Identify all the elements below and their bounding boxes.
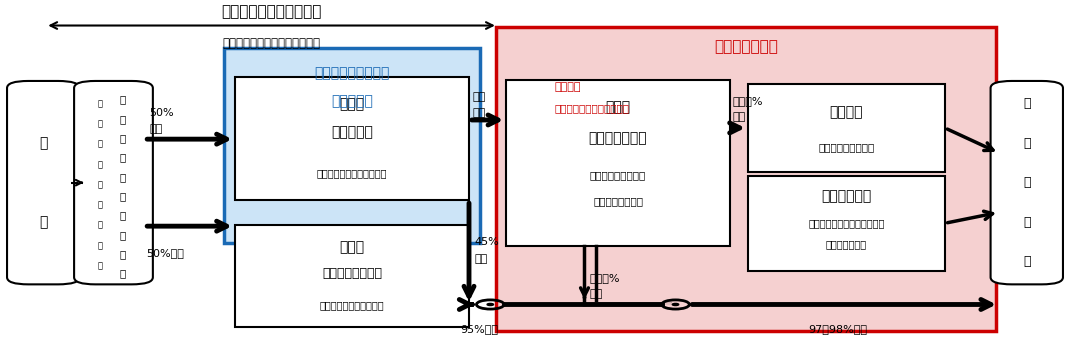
Text: 震: 震 [97, 160, 103, 169]
Text: 静: 静 [39, 136, 47, 150]
Text: ら: ら [120, 153, 126, 163]
Text: 噴火警報: 噴火警報 [554, 82, 581, 92]
Text: の: の [97, 221, 103, 230]
Bar [234, 77, 469, 200]
Text: 顕著な火山性微動、: 顕著な火山性微動、 [590, 170, 646, 180]
Text: マグマ: マグマ [606, 100, 630, 114]
Text: やや活発な群発地震活動: やや活発な群発地震活動 [320, 300, 384, 310]
Text: 穂: 穂 [39, 215, 47, 229]
Text: 噴石、ベースサージ: 噴石、ベースサージ [819, 142, 874, 152]
Text: 活: 活 [97, 180, 103, 189]
Text: 程度: 程度 [590, 289, 603, 299]
Text: 発: 発 [97, 119, 103, 128]
Text: やや深部に留まる: やや深部に留まる [322, 267, 382, 280]
Text: 終: 終 [1023, 216, 1030, 229]
Bar [748, 84, 945, 172]
Text: 噴火予報（噴火警戒レベル１）: 噴火予報（噴火警戒レベル１） [223, 37, 321, 50]
Circle shape [487, 303, 493, 306]
Text: 活: 活 [1023, 97, 1030, 110]
Text: 程度: 程度 [150, 123, 163, 134]
Text: ごく浅部へ上昇: ごく浅部へ上昇 [588, 131, 647, 145]
Text: の: の [120, 172, 126, 182]
Text: 深: 深 [120, 94, 126, 105]
Text: 50%: 50% [150, 108, 174, 118]
Text: 噴石、降灰、ベースサージ、: 噴石、降灰、ベースサージ、 [808, 218, 885, 228]
Text: 部: 部 [120, 114, 126, 124]
Text: 群: 群 [97, 99, 103, 108]
Text: 浅部へ上昇: 浅部へ上昇 [331, 125, 372, 139]
Text: 溶岩流、土石流: 溶岩流、土石流 [826, 239, 867, 249]
Text: 始: 始 [97, 261, 103, 270]
Text: マグマ: マグマ [339, 97, 365, 111]
Text: グ: グ [120, 211, 126, 220]
Text: 避難準備・避難: 避難準備・避難 [714, 39, 778, 54]
FancyBboxPatch shape [991, 81, 1063, 285]
Text: 動: 動 [97, 201, 103, 209]
Text: 上: 上 [120, 249, 126, 259]
Text: ５％: ５％ [472, 92, 486, 102]
Text: マ: マ [120, 230, 126, 240]
Text: 97〜98%程度: 97〜98%程度 [808, 324, 867, 334]
Text: の: の [1023, 176, 1030, 189]
Text: 極めて活発な群発地震活動: 極めて活発な群発地震活動 [317, 168, 387, 178]
Bar [225, 49, 479, 243]
Text: 開: 開 [97, 241, 103, 250]
Text: 45%: 45% [474, 237, 499, 247]
Text: 50%程度: 50%程度 [147, 248, 184, 258]
Text: （噴火警戒レベル４〜５）: （噴火警戒レベル４〜５） [554, 104, 629, 114]
Circle shape [672, 303, 678, 306]
Text: 程度: 程度 [733, 112, 746, 122]
Text: 海底噴火: 海底噴火 [829, 105, 863, 119]
Text: ２〜３%: ２〜３% [733, 96, 764, 106]
FancyBboxPatch shape [74, 81, 153, 285]
Text: 地震活動の見通しに: 地震活動の見通しに [315, 66, 389, 80]
Text: 息: 息 [1023, 255, 1030, 268]
Text: 陸域での噴火: 陸域での噴火 [822, 190, 871, 203]
Text: か: か [120, 133, 126, 143]
Text: 動: 動 [1023, 136, 1030, 150]
Text: マ: マ [120, 191, 126, 201]
Text: 地: 地 [97, 140, 103, 148]
Text: 活火山であることに留意: 活火山であることに留意 [221, 4, 322, 19]
Text: 関する情報: 関する情報 [331, 94, 372, 109]
Text: 程度: 程度 [472, 108, 486, 118]
Bar [495, 27, 996, 331]
Bar [506, 80, 730, 246]
FancyBboxPatch shape [7, 81, 79, 285]
Text: マグマ: マグマ [339, 241, 365, 254]
Text: 95%程度: 95%程度 [461, 324, 499, 334]
Text: 低周波地震の発生: 低周波地震の発生 [593, 197, 643, 206]
Bar [234, 225, 469, 328]
Text: 昇: 昇 [120, 269, 126, 279]
Text: ２〜３%: ２〜３% [590, 273, 621, 283]
Text: 程度: 程度 [474, 254, 488, 265]
Bar [748, 176, 945, 271]
